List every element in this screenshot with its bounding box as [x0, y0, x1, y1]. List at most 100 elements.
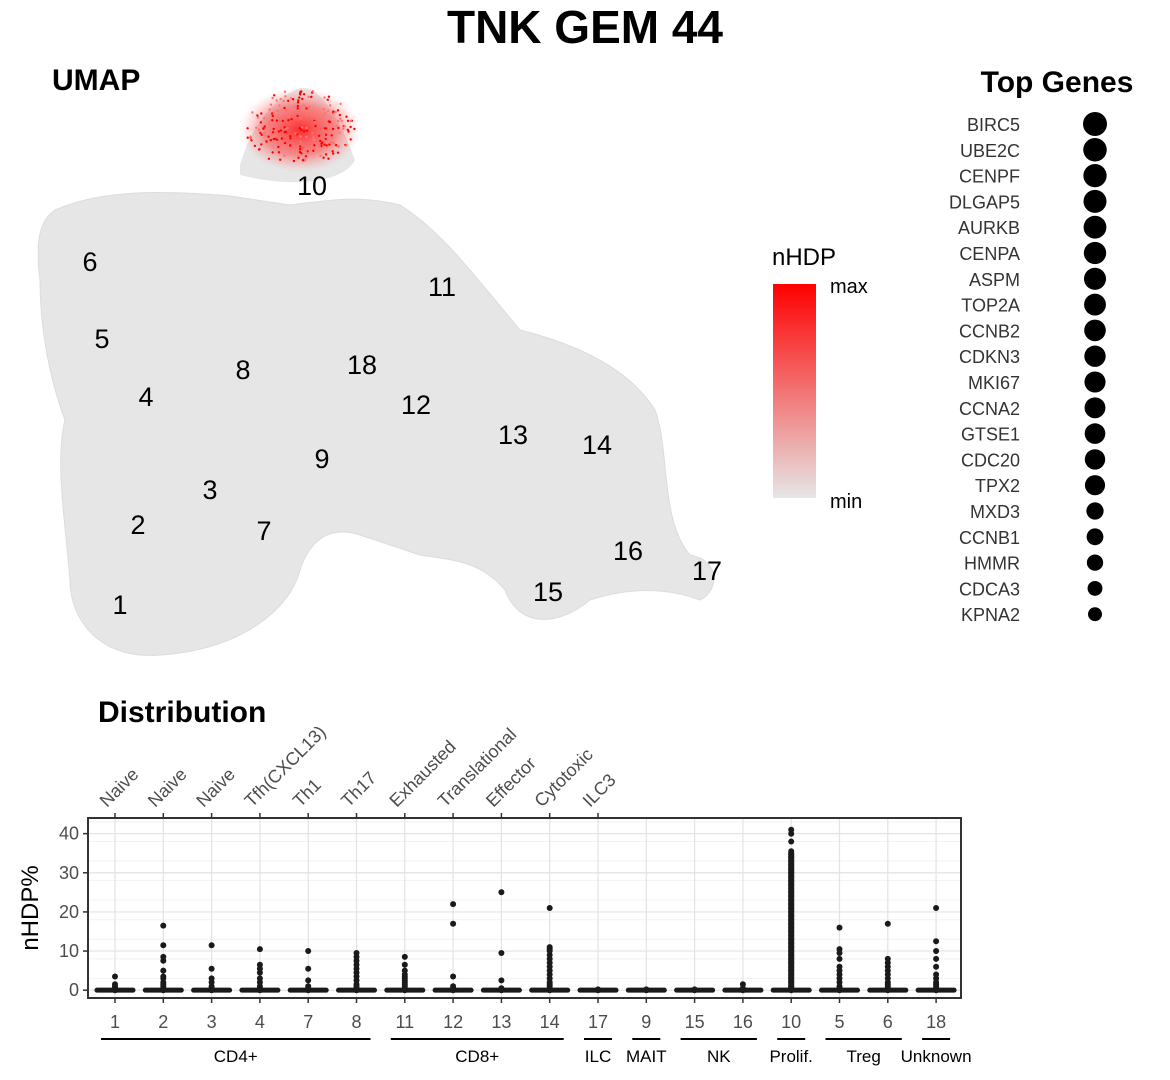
- umap-point: [332, 152, 335, 155]
- x-tick-label: 7: [303, 1012, 313, 1032]
- x-tick-label: 17: [588, 1012, 608, 1032]
- umap-point: [285, 109, 288, 112]
- umap-point: [318, 145, 321, 148]
- umap-point: [320, 135, 323, 139]
- umap-cluster-label: 2: [130, 510, 145, 540]
- umap-point: [277, 145, 280, 149]
- umap-point: [296, 107, 299, 110]
- umap-point: [314, 124, 317, 128]
- top-genes-heading: Top Genes: [981, 66, 1134, 99]
- gene-dot: [1083, 163, 1107, 188]
- legend-max-label: max: [830, 276, 868, 298]
- group-label: Unknown: [901, 1047, 972, 1066]
- umap-point: [271, 119, 274, 122]
- top-label: Naive: [96, 764, 143, 811]
- umap-point: [296, 114, 299, 118]
- umap-point: [305, 129, 309, 132]
- gene-label: CENPF: [959, 167, 1020, 187]
- umap-point: [301, 104, 304, 107]
- group-label: Prolif.: [769, 1047, 812, 1066]
- umap-point: [296, 104, 299, 108]
- data-point: [546, 944, 553, 951]
- data-point: [160, 953, 167, 960]
- umap-point: [259, 121, 263, 124]
- umap-point: [303, 104, 306, 107]
- umap-point: [299, 117, 302, 120]
- chart-title: TNK GEM 44: [447, 1, 723, 53]
- data-point: [836, 955, 843, 962]
- umap-point: [337, 145, 340, 148]
- gene-dot: [1086, 528, 1104, 546]
- umap-point: [337, 126, 340, 130]
- umap-point: [264, 134, 267, 137]
- umap-point: [289, 137, 292, 140]
- x-tick-label: 8: [351, 1012, 361, 1032]
- gene-label: KPNA2: [961, 605, 1020, 625]
- gene-dot: [1084, 423, 1106, 444]
- umap-point: [331, 137, 334, 140]
- distribution-heading: Distribution: [98, 696, 266, 729]
- data-point: [788, 848, 795, 855]
- umap-point: [298, 96, 301, 99]
- umap-point: [299, 135, 302, 138]
- umap-point: [271, 114, 274, 118]
- umap-point: [292, 159, 296, 163]
- umap-point: [279, 97, 282, 101]
- umap-point: [319, 154, 322, 157]
- umap-point: [287, 115, 290, 118]
- umap-point: [289, 135, 292, 138]
- umap-point: [279, 129, 283, 132]
- data-point: [256, 975, 263, 982]
- y-tick-label: 20: [59, 902, 79, 922]
- umap-cluster-label: 7: [256, 516, 271, 546]
- umap-cluster-label: 14: [582, 430, 612, 460]
- umap-point: [278, 104, 281, 107]
- gene-dot: [1083, 189, 1107, 213]
- umap-point: [310, 95, 313, 99]
- umap-point: [336, 151, 340, 154]
- umap-point: [339, 117, 342, 120]
- umap-point: [287, 99, 290, 103]
- data-point: [160, 973, 167, 980]
- y-tick-label: 0: [69, 980, 79, 1000]
- gene-label: CENPA: [959, 244, 1020, 264]
- gene-label: TPX2: [975, 476, 1020, 496]
- data-point: [208, 942, 215, 949]
- gene-dot: [1083, 138, 1107, 162]
- umap-point: [283, 154, 286, 157]
- umap-point: [329, 104, 332, 107]
- data-point: [160, 967, 167, 974]
- data-point: [498, 977, 505, 984]
- x-tick-label: 4: [255, 1012, 265, 1032]
- umap-cluster-labels: 10 6 11 5 8 18 4 12 13 14 9 3 2 7 16 17 15 1: [82, 171, 722, 620]
- umap-point: [338, 131, 341, 135]
- group-label: ILC: [585, 1047, 611, 1066]
- data-point: [401, 967, 408, 974]
- data-point: [884, 920, 891, 927]
- umap-cluster-label: 11: [428, 272, 456, 302]
- umap-point: [288, 112, 292, 116]
- umap-point: [349, 138, 352, 141]
- umap-point: [323, 143, 326, 146]
- gene-label: CCNB2: [959, 321, 1020, 341]
- data-point: [836, 963, 843, 970]
- gene-dot: [1084, 397, 1106, 419]
- data-point: [305, 977, 312, 984]
- umap-point: [260, 143, 263, 146]
- plot-area: [88, 818, 961, 998]
- gene-dot: [1088, 607, 1102, 622]
- gene-label: TOP2A: [961, 296, 1020, 316]
- umap-point: [339, 102, 342, 106]
- data-point: [450, 973, 457, 980]
- umap-cluster-label: 17: [692, 556, 722, 586]
- umap-cluster-label: 13: [498, 420, 528, 450]
- umap-point: [289, 144, 292, 147]
- gene-dot: [1083, 267, 1107, 290]
- umap-point: [260, 112, 263, 115]
- umap-point: [324, 137, 327, 141]
- umap-point: [287, 119, 290, 122]
- umap-point: [268, 123, 271, 126]
- group-label: CD8+: [455, 1047, 499, 1066]
- umap-point: [275, 99, 278, 102]
- umap-cluster-label: 5: [94, 324, 109, 354]
